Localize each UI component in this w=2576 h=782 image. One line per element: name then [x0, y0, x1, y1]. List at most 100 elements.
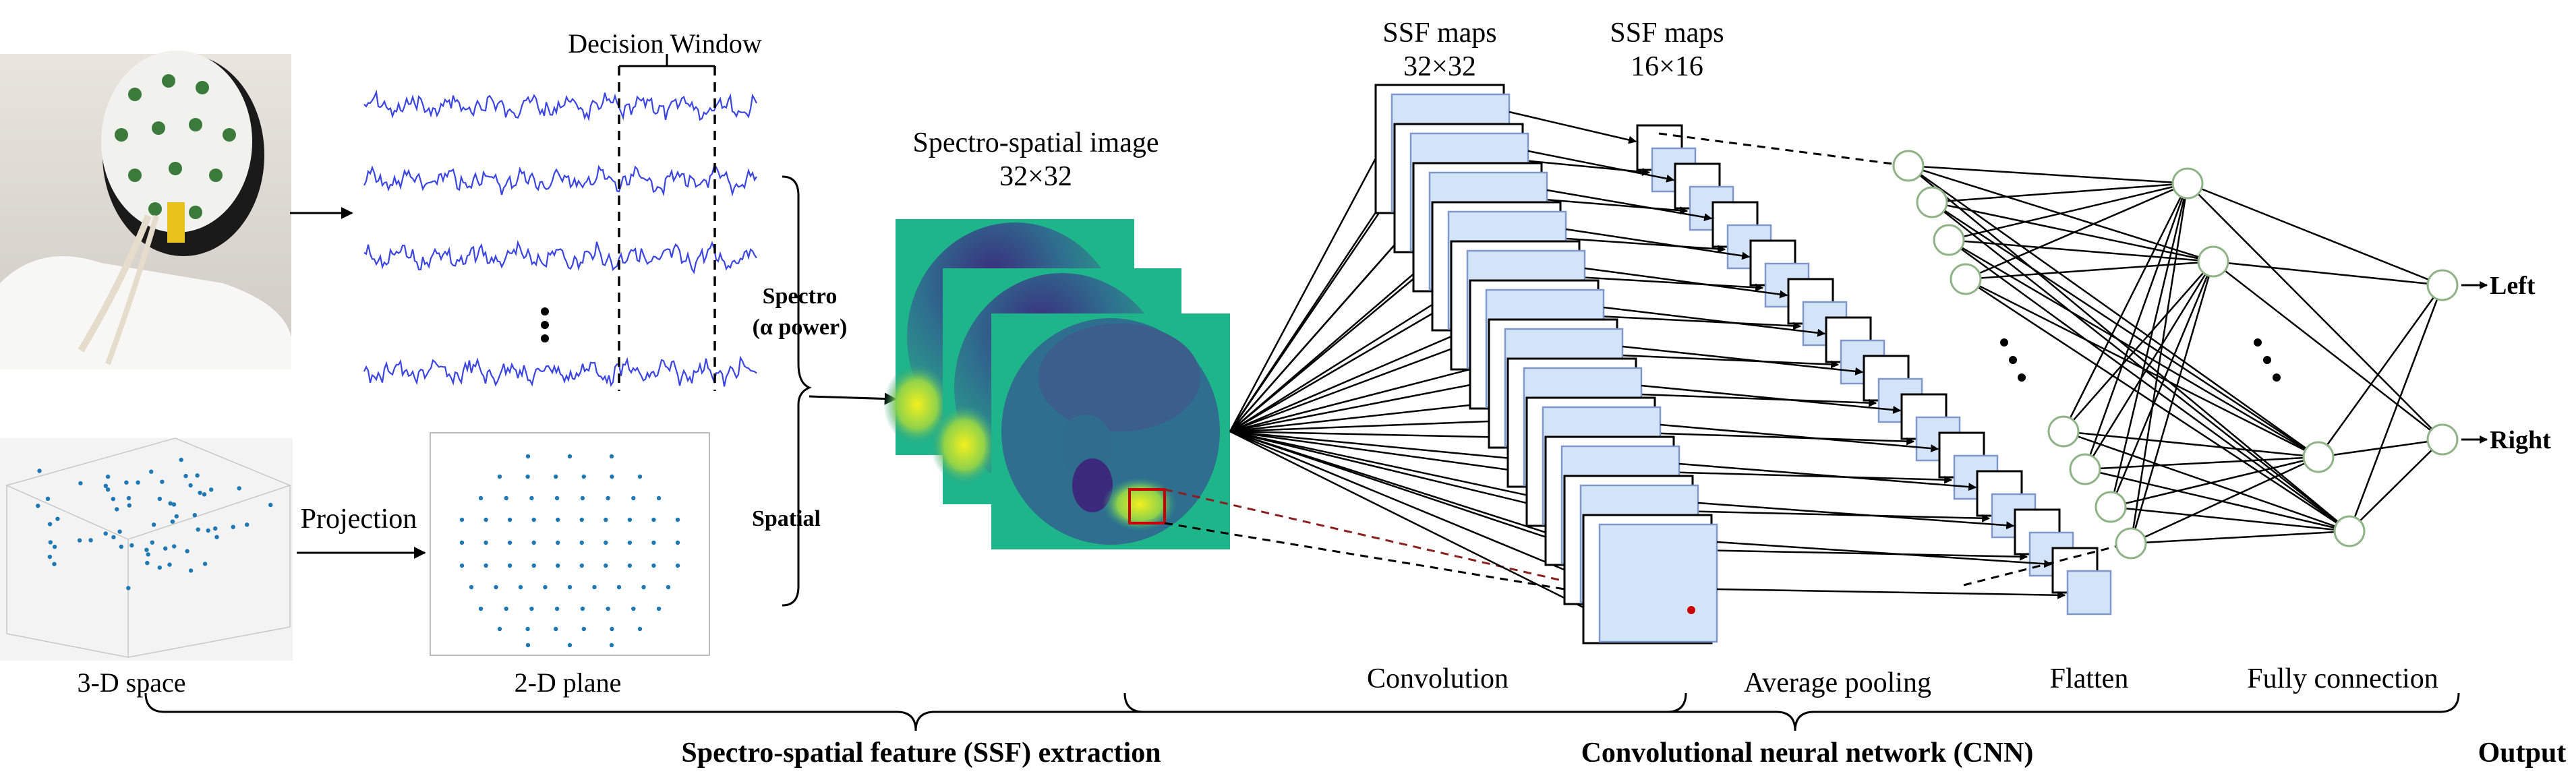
- electrode-dot: [129, 543, 134, 548]
- electrode-dot: [529, 495, 534, 501]
- electrode-dot: [497, 474, 502, 479]
- electrode-dot: [610, 626, 614, 632]
- electrode-dot: [167, 562, 172, 567]
- electrode-dot: [172, 544, 177, 549]
- pooling-arrow: [1565, 228, 1751, 260]
- network-connection: [2130, 530, 2350, 545]
- electrode-dot: [88, 538, 93, 543]
- pooling-arrow: [1660, 423, 1939, 453]
- electrode-2d-points: [459, 454, 680, 648]
- electrode-dot: [163, 546, 168, 551]
- electrode-dot: [188, 568, 194, 573]
- electrode-dot: [543, 584, 548, 590]
- electrode-dot: [174, 514, 179, 519]
- electrode-dot: [581, 626, 586, 632]
- electrode-dot: [52, 544, 57, 549]
- electrode-dot: [195, 473, 200, 478]
- electrode-dot: [105, 474, 111, 479]
- pooling-arrow: [1509, 111, 1637, 144]
- fully-connected-network: [1892, 150, 2459, 560]
- network-connection: [1908, 164, 2319, 458]
- eeg-signal-trace: [363, 239, 757, 274]
- network-connection: [2084, 183, 2189, 470]
- pool-to-flatten-dash-top: [1658, 132, 1909, 167]
- network-connection: [2187, 183, 2443, 440]
- ssf-maps-label-1: SSF maps: [1382, 18, 1496, 49]
- electrode-dot: [675, 517, 680, 522]
- eeg-cap-head-photo: [0, 51, 291, 369]
- electrode-dot: [157, 496, 163, 502]
- electrode-dot: [171, 502, 177, 507]
- electrode-dot: [47, 554, 53, 560]
- electrode-dot: [666, 584, 671, 590]
- network-connection: [1948, 239, 2319, 458]
- convolution-line: [1229, 430, 1583, 578]
- neuron-node: [2333, 515, 2366, 547]
- network-connection: [2317, 284, 2444, 458]
- network-connection: [1931, 182, 2188, 204]
- pool-to-flatten-dash-bottom: [1963, 541, 2132, 586]
- ss-image-size: 32×32: [999, 161, 1072, 192]
- electrode-dot: [188, 483, 193, 488]
- electrode-3d-scatter: [0, 438, 293, 661]
- pooling-arrow: [1603, 306, 1826, 337]
- electrode-dot: [192, 513, 197, 518]
- neuron-node: [2197, 245, 2229, 278]
- ellipsis-dots-flatten: [2000, 338, 2026, 382]
- electrode-dot: [157, 565, 162, 570]
- space-3d-label: 3-D space: [77, 667, 185, 698]
- electrode-dot: [567, 642, 573, 648]
- convolution-line: [1229, 320, 1489, 433]
- convolution-line: [1229, 341, 1469, 433]
- electrode-dot: [111, 535, 116, 540]
- network-connection: [2349, 439, 2443, 532]
- electrode-dot: [209, 487, 214, 492]
- electrode-dot: [675, 563, 680, 568]
- electrode-dot: [237, 486, 241, 491]
- electrode-dot: [604, 517, 608, 522]
- electrode-dot: [78, 481, 83, 486]
- electrode-dot: [554, 626, 558, 632]
- network-connection: [2187, 182, 2443, 287]
- neuron-node: [2426, 269, 2459, 301]
- electrode-dot: [507, 563, 513, 568]
- electrode-dot: [606, 606, 610, 611]
- electrode-dot: [581, 474, 586, 479]
- electrode-dot: [567, 584, 573, 590]
- electrode-dot: [579, 540, 584, 545]
- electrode-dot: [478, 606, 484, 611]
- receptive-field-line-top: [1164, 488, 1692, 611]
- ssf-maps-label-2: SSF maps: [1610, 18, 1724, 49]
- spectro-label: Spectro: [763, 284, 838, 309]
- network-connection: [1931, 201, 2214, 263]
- electrode-dot: [144, 547, 149, 552]
- pooling-arrow: [1641, 431, 1915, 446]
- electrode-dot: [478, 495, 484, 501]
- electrode-dot: [160, 479, 165, 484]
- electrode-dot: [146, 552, 150, 557]
- ssf-size-label-2: 16×16: [1631, 51, 1703, 82]
- electrode-dot: [631, 495, 636, 501]
- cnn-label: Convolutional neural network (CNN): [1581, 738, 2034, 769]
- eeg-signals: [363, 89, 757, 387]
- network-connection: [2062, 183, 2189, 432]
- plane-2d-label: 2-D plane: [515, 667, 622, 698]
- ss-image-title: Spectro-spatial image: [912, 127, 1159, 158]
- electrode-2d-scatter: [430, 432, 710, 656]
- electrode-dot: [637, 626, 643, 632]
- electrode-dot: [206, 528, 210, 533]
- electrode-dot: [525, 474, 530, 479]
- electrode-dot: [525, 642, 531, 648]
- electrode-dot: [168, 501, 173, 506]
- network-connection: [1948, 239, 2350, 533]
- electrode-dot: [103, 531, 108, 536]
- network-connection: [2084, 261, 2215, 470]
- network-connection: [2130, 261, 2215, 544]
- network-connection: [2213, 261, 2443, 440]
- network-connection: [2110, 456, 2319, 508]
- right-output-label: Right: [2490, 426, 2551, 454]
- electrode-dot: [651, 517, 656, 522]
- electrode-dot: [179, 457, 183, 462]
- electrode-dot: [525, 626, 530, 632]
